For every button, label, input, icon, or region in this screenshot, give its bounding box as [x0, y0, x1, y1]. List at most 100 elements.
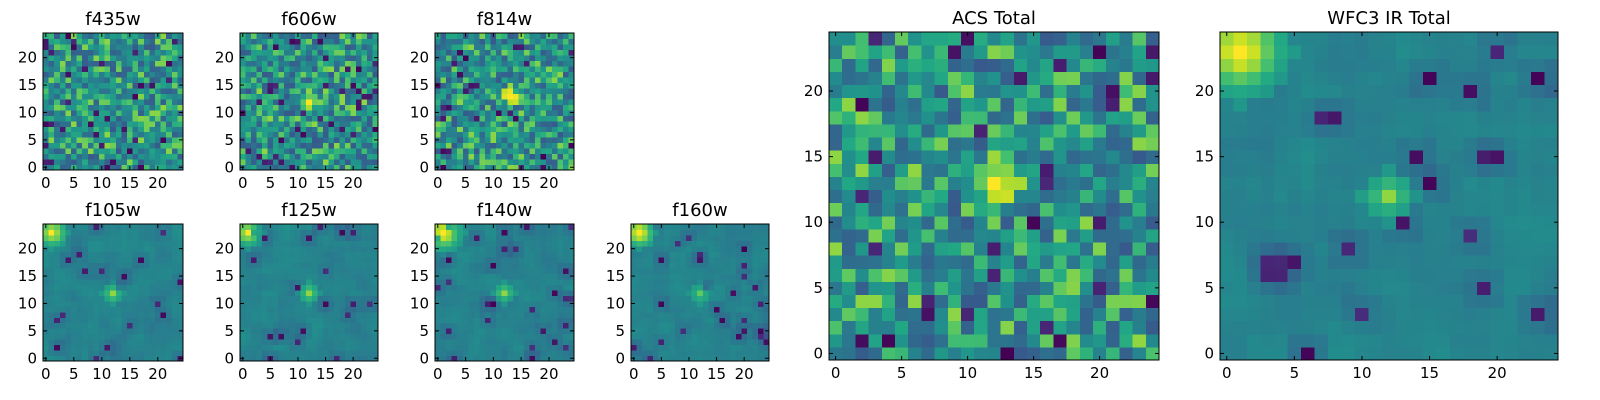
heatmap-cell — [664, 267, 671, 274]
heatmap-cell — [171, 289, 178, 296]
heatmap-cell — [48, 328, 55, 335]
heatmap-cell — [121, 344, 128, 351]
heatmap-cell — [160, 333, 167, 340]
heatmap-cell — [540, 54, 547, 61]
heatmap-cell — [1013, 320, 1028, 335]
heatmap-cell — [273, 317, 280, 324]
heatmap-cell — [468, 256, 475, 263]
heatmap-cell — [557, 240, 564, 247]
heatmap-cell — [267, 153, 274, 160]
heatmap-cell — [895, 281, 909, 295]
heatmap-cell — [446, 311, 453, 318]
heatmap-cell — [328, 159, 335, 166]
heatmap-cell — [160, 278, 167, 285]
heatmap-cell — [171, 267, 178, 274]
heatmap-cell — [730, 306, 737, 313]
heatmap-cell — [730, 339, 737, 346]
heatmap-cell — [546, 93, 553, 100]
heatmap-cell — [82, 159, 89, 166]
heatmap-cell — [115, 60, 122, 67]
heatmap-cell — [675, 355, 682, 362]
y-tick-label: 5 — [27, 131, 37, 149]
heatmap-cell — [311, 234, 318, 242]
heatmap-cell — [43, 71, 50, 78]
heatmap-cell — [59, 164, 66, 171]
heatmap-cell — [339, 93, 346, 100]
heatmap-cell — [546, 306, 553, 313]
heatmap-cell — [262, 153, 269, 160]
heatmap-cell — [138, 164, 145, 171]
heatmap-cell — [267, 159, 274, 166]
heatmap-cell — [562, 60, 570, 67]
heatmap-cell — [724, 245, 731, 252]
heatmap-cell — [328, 224, 335, 231]
heatmap-cell — [535, 87, 542, 94]
heatmap-cell — [311, 256, 318, 263]
heatmap-cell — [523, 60, 531, 67]
heatmap-cell — [333, 256, 340, 263]
heatmap-cell — [71, 273, 78, 280]
heatmap-cell — [54, 109, 61, 116]
heatmap-cell — [713, 311, 720, 318]
heatmap-cell — [300, 224, 307, 231]
heatmap-cell — [121, 256, 128, 263]
heatmap-cell — [317, 317, 324, 324]
heatmap-cell — [245, 153, 252, 160]
heatmap-cell — [339, 240, 346, 247]
heatmap-cell — [523, 344, 531, 351]
heatmap-cell — [177, 93, 184, 100]
heatmap-cell — [366, 256, 374, 263]
heatmap-cell — [355, 278, 363, 285]
heatmap-cell — [262, 38, 269, 45]
heatmap-cell — [82, 126, 89, 133]
heatmap-cell — [1066, 255, 1081, 269]
heatmap-cell — [691, 322, 698, 329]
heatmap-cell — [333, 224, 340, 231]
heatmap-cell — [881, 163, 896, 177]
heatmap-cell — [440, 109, 447, 116]
heatmap-cell — [496, 224, 503, 231]
heatmap-cell — [702, 267, 709, 274]
heatmap-cell — [355, 164, 363, 171]
heatmap-cell — [284, 142, 291, 149]
heatmap-cell — [1027, 333, 1041, 348]
heatmap-cell — [251, 234, 258, 242]
heatmap-cell — [702, 289, 709, 296]
heatmap-cell — [562, 295, 570, 302]
heatmap-cell — [104, 76, 111, 83]
heatmap-cell — [535, 49, 542, 56]
heatmap-cell — [546, 245, 553, 252]
heatmap-cell — [473, 93, 481, 100]
heatmap-cell — [65, 164, 72, 171]
heatmap-cell — [697, 240, 704, 247]
heatmap-cell — [59, 328, 66, 335]
heatmap-cell — [686, 306, 693, 313]
heatmap-cell — [855, 320, 870, 335]
heatmap-cell — [680, 267, 687, 274]
heatmap-cell — [149, 322, 156, 329]
heatmap-cell — [344, 273, 351, 280]
heatmap-cell — [317, 344, 324, 351]
heatmap-cell — [149, 245, 156, 252]
heatmap-cell — [752, 240, 759, 247]
heatmap-cell — [934, 189, 949, 204]
heatmap-cell — [273, 295, 280, 302]
heatmap-cell — [551, 317, 558, 324]
heatmap-cell — [557, 65, 564, 72]
heatmap-cell — [317, 159, 324, 166]
heatmap-cell — [48, 109, 55, 116]
heatmap-cell — [540, 289, 547, 296]
heatmap-cell — [1132, 294, 1147, 309]
heatmap-cell — [65, 65, 72, 72]
heatmap-cell — [311, 38, 318, 45]
heatmap-cell — [642, 278, 649, 285]
heatmap-cell — [987, 189, 1002, 204]
heatmap-cell — [333, 267, 340, 274]
heatmap-cell — [1027, 255, 1041, 269]
heatmap-cell — [730, 355, 737, 362]
heatmap-cell — [507, 240, 514, 247]
heatmap-cell — [757, 273, 765, 280]
heatmap-cell — [251, 245, 258, 252]
heatmap-cell — [59, 224, 66, 231]
